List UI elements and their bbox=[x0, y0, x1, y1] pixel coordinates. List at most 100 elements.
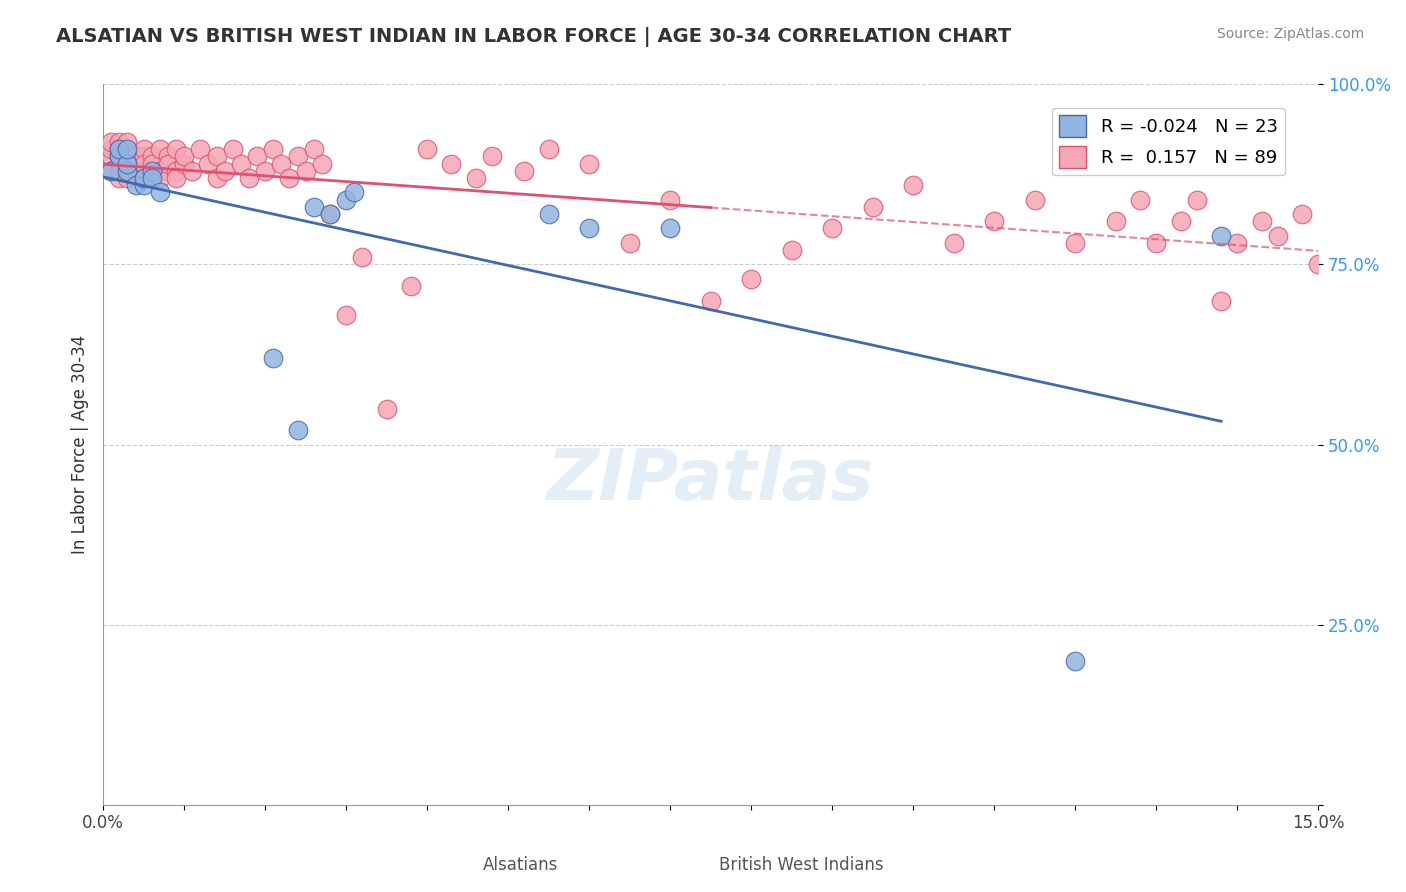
Point bbox=[1185, 193, 1208, 207]
Point bbox=[319, 207, 342, 221]
Point bbox=[1209, 228, 1232, 243]
Point bbox=[108, 142, 131, 156]
Point bbox=[141, 149, 163, 163]
Point bbox=[1105, 214, 1128, 228]
Point bbox=[537, 142, 560, 156]
Text: Source: ZipAtlas.com: Source: ZipAtlas.com bbox=[1216, 27, 1364, 41]
Point bbox=[100, 135, 122, 149]
Point bbox=[659, 221, 682, 235]
Point bbox=[1250, 214, 1272, 228]
Point bbox=[156, 156, 179, 170]
Point bbox=[214, 164, 236, 178]
Point bbox=[165, 142, 187, 156]
Point bbox=[278, 171, 301, 186]
Point bbox=[699, 293, 721, 308]
Point bbox=[311, 156, 333, 170]
Point bbox=[1291, 207, 1313, 221]
Point bbox=[117, 156, 139, 170]
Point bbox=[294, 164, 316, 178]
Point bbox=[149, 171, 172, 186]
Point bbox=[659, 193, 682, 207]
Point bbox=[416, 142, 439, 156]
Point bbox=[1064, 654, 1087, 668]
Point bbox=[222, 142, 245, 156]
Point bbox=[173, 149, 195, 163]
Point bbox=[117, 164, 139, 178]
Point bbox=[141, 164, 163, 178]
Point bbox=[578, 221, 600, 235]
Text: ZIPatlas: ZIPatlas bbox=[547, 446, 875, 515]
Point bbox=[117, 171, 139, 186]
Point bbox=[1024, 193, 1046, 207]
Point bbox=[375, 401, 398, 416]
Point bbox=[181, 164, 204, 178]
Point bbox=[132, 178, 155, 193]
Point bbox=[100, 142, 122, 156]
Point bbox=[173, 156, 195, 170]
Point bbox=[117, 135, 139, 149]
Point bbox=[262, 142, 284, 156]
Point bbox=[343, 186, 366, 200]
Point bbox=[100, 149, 122, 163]
Point bbox=[205, 149, 228, 163]
Point bbox=[108, 142, 131, 156]
Point bbox=[108, 164, 131, 178]
Point bbox=[132, 171, 155, 186]
Point bbox=[100, 164, 122, 178]
Point bbox=[464, 171, 486, 186]
Legend: R = -0.024   N = 23, R =  0.157   N = 89: R = -0.024 N = 23, R = 0.157 N = 89 bbox=[1052, 108, 1285, 176]
Point bbox=[108, 135, 131, 149]
Point bbox=[141, 171, 163, 186]
Point bbox=[1129, 193, 1152, 207]
Point bbox=[983, 214, 1005, 228]
Text: British West Indians: British West Indians bbox=[718, 856, 884, 874]
Point bbox=[117, 149, 139, 163]
Point bbox=[740, 272, 762, 286]
Point bbox=[188, 142, 211, 156]
Point bbox=[132, 171, 155, 186]
Point bbox=[117, 156, 139, 170]
Point bbox=[1170, 214, 1192, 228]
Point bbox=[302, 200, 325, 214]
Point bbox=[262, 351, 284, 365]
Point bbox=[942, 235, 965, 250]
Point bbox=[821, 221, 844, 235]
Point bbox=[117, 164, 139, 178]
Point bbox=[1209, 293, 1232, 308]
Point bbox=[578, 156, 600, 170]
Point bbox=[335, 193, 357, 207]
Point bbox=[108, 156, 131, 170]
Point bbox=[124, 149, 146, 163]
Point bbox=[124, 164, 146, 178]
Point bbox=[141, 156, 163, 170]
Point bbox=[1226, 235, 1249, 250]
Point bbox=[132, 156, 155, 170]
Point bbox=[1308, 258, 1330, 272]
Point bbox=[165, 171, 187, 186]
Point bbox=[287, 149, 309, 163]
Point bbox=[335, 308, 357, 322]
Point bbox=[141, 164, 163, 178]
Point bbox=[132, 142, 155, 156]
Point bbox=[197, 156, 219, 170]
Point bbox=[246, 149, 269, 163]
Point bbox=[513, 164, 536, 178]
Point bbox=[100, 164, 122, 178]
Point bbox=[270, 156, 292, 170]
Point bbox=[903, 178, 925, 193]
Point bbox=[440, 156, 463, 170]
Point bbox=[319, 207, 342, 221]
Point bbox=[481, 149, 503, 163]
Y-axis label: In Labor Force | Age 30-34: In Labor Force | Age 30-34 bbox=[72, 334, 89, 554]
Point bbox=[238, 171, 260, 186]
Point bbox=[1144, 235, 1167, 250]
Text: ALSATIAN VS BRITISH WEST INDIAN IN LABOR FORCE | AGE 30-34 CORRELATION CHART: ALSATIAN VS BRITISH WEST INDIAN IN LABOR… bbox=[56, 27, 1011, 46]
Point bbox=[108, 149, 131, 163]
Point bbox=[149, 164, 172, 178]
Point bbox=[287, 423, 309, 437]
Point bbox=[537, 207, 560, 221]
Point bbox=[399, 279, 422, 293]
Point bbox=[124, 156, 146, 170]
Point bbox=[1267, 228, 1289, 243]
Point bbox=[149, 142, 172, 156]
